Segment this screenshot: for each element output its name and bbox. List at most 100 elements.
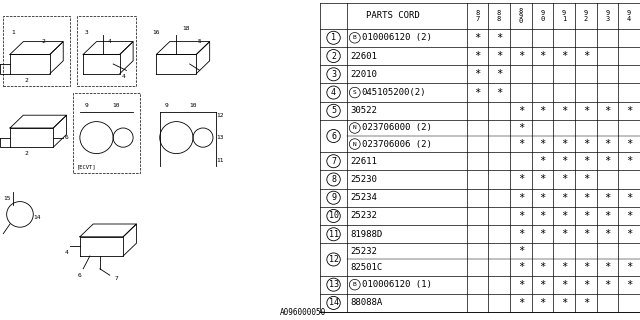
Text: *: * — [582, 193, 589, 203]
Text: *: * — [582, 139, 589, 149]
Text: 7: 7 — [331, 157, 336, 166]
Text: *: * — [496, 69, 502, 79]
Text: 1: 1 — [331, 33, 336, 42]
Text: N: N — [353, 125, 356, 131]
Text: *: * — [540, 262, 545, 273]
Text: *: * — [582, 51, 589, 61]
Text: 25230: 25230 — [350, 175, 377, 184]
Text: *: * — [518, 139, 524, 149]
Text: 9: 9 — [331, 193, 336, 202]
Text: *: * — [474, 69, 481, 79]
Text: 1: 1 — [12, 29, 15, 35]
Text: *: * — [496, 33, 502, 43]
Text: *: * — [561, 174, 567, 184]
Text: 10: 10 — [328, 212, 339, 220]
Text: *: * — [604, 262, 611, 273]
Text: *: * — [518, 51, 524, 61]
Text: 9
2: 9 2 — [584, 10, 588, 21]
Text: 25232: 25232 — [350, 212, 377, 220]
Text: 4: 4 — [331, 88, 336, 97]
Text: *: * — [474, 88, 481, 98]
Text: 10: 10 — [113, 103, 120, 108]
Text: 7: 7 — [115, 276, 118, 281]
Text: *: * — [604, 139, 611, 149]
Text: *: * — [518, 280, 524, 290]
Text: *: * — [540, 193, 545, 203]
Text: 88088A: 88088A — [350, 299, 383, 308]
Text: *: * — [518, 262, 524, 273]
Text: *: * — [582, 229, 589, 239]
Text: 5: 5 — [198, 39, 202, 44]
Text: 11: 11 — [328, 230, 339, 239]
Text: *: * — [561, 262, 567, 273]
Text: B: B — [353, 35, 356, 40]
Text: *: * — [626, 139, 632, 149]
Text: 81988D: 81988D — [350, 230, 383, 239]
Text: *: * — [626, 229, 632, 239]
Text: *: * — [474, 33, 481, 43]
Text: *: * — [582, 174, 589, 184]
Text: *: * — [604, 211, 611, 221]
Text: 15: 15 — [3, 196, 10, 201]
Text: *: * — [518, 211, 524, 221]
Text: *: * — [540, 106, 545, 116]
Text: *: * — [626, 262, 632, 273]
Text: 22611: 22611 — [350, 157, 377, 166]
Text: 9: 9 — [84, 103, 88, 108]
Text: *: * — [540, 298, 545, 308]
Text: *: * — [518, 229, 524, 239]
Text: 22010: 22010 — [350, 70, 377, 79]
Text: *: * — [582, 211, 589, 221]
Text: *: * — [540, 139, 545, 149]
Text: *: * — [518, 123, 524, 133]
Text: 9: 9 — [164, 103, 168, 108]
Text: *: * — [604, 229, 611, 239]
Text: A096000050: A096000050 — [280, 308, 326, 317]
Text: 12: 12 — [216, 113, 223, 118]
Text: *: * — [626, 156, 632, 166]
Text: *: * — [540, 211, 545, 221]
Text: 8
7: 8 7 — [476, 10, 479, 21]
Text: *: * — [582, 156, 589, 166]
Text: 25234: 25234 — [350, 193, 377, 202]
Text: 010006120 (2): 010006120 (2) — [362, 33, 432, 42]
Text: 13: 13 — [216, 135, 223, 140]
Text: 8
9
0: 8 9 0 — [518, 8, 523, 24]
Text: 14: 14 — [33, 215, 40, 220]
Text: *: * — [582, 106, 589, 116]
Text: 6: 6 — [78, 273, 82, 278]
Text: B: B — [353, 282, 356, 287]
Text: *: * — [626, 106, 632, 116]
Text: *: * — [496, 88, 502, 98]
Text: 11: 11 — [216, 157, 223, 163]
Text: *: * — [518, 193, 524, 203]
Text: *: * — [582, 298, 589, 308]
Text: 6: 6 — [331, 132, 336, 140]
Text: *: * — [604, 280, 611, 290]
Text: 010006120 (1): 010006120 (1) — [362, 280, 432, 289]
Text: 8
8: 8 8 — [497, 10, 501, 21]
Text: 12: 12 — [328, 255, 339, 264]
Text: 023706000 (2): 023706000 (2) — [362, 124, 432, 132]
Text: *: * — [561, 298, 567, 308]
Text: 13: 13 — [328, 280, 339, 289]
Text: *: * — [518, 106, 524, 116]
Text: 6: 6 — [65, 135, 68, 140]
Text: *: * — [540, 280, 545, 290]
Text: [ECVT]: [ECVT] — [77, 164, 96, 169]
Text: PARTS CORD: PARTS CORD — [367, 12, 420, 20]
Text: *: * — [561, 51, 567, 61]
Text: *: * — [540, 174, 545, 184]
Text: 9
0: 9 0 — [540, 10, 545, 21]
Text: 2: 2 — [42, 39, 45, 44]
Text: 9
4: 9 4 — [627, 10, 631, 21]
Text: *: * — [582, 280, 589, 290]
Text: S: S — [353, 90, 356, 95]
Text: *: * — [540, 156, 545, 166]
Text: *: * — [561, 229, 567, 239]
Text: 14: 14 — [328, 299, 339, 308]
Text: 8: 8 — [331, 175, 336, 184]
Text: *: * — [496, 51, 502, 61]
Text: 9
1: 9 1 — [562, 10, 566, 21]
Text: 023706006 (2): 023706006 (2) — [362, 140, 432, 148]
